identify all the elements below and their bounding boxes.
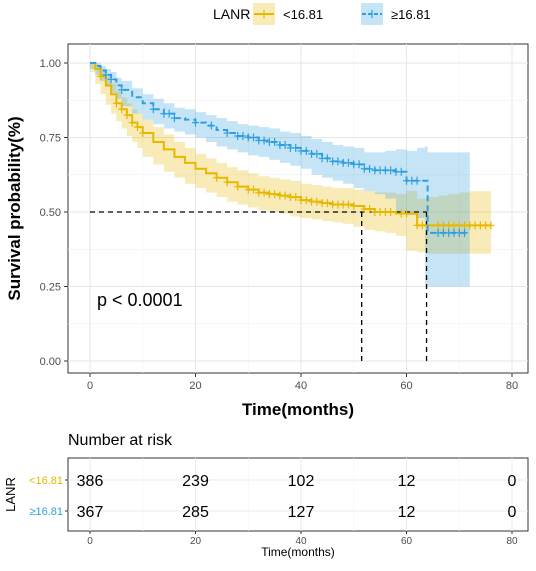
legend-label-low: <16.81 <box>283 7 323 22</box>
x-axis-title: Time(months) <box>242 400 354 419</box>
x-tick-label: 40 <box>295 380 307 392</box>
risk-table-panel <box>67 457 529 532</box>
x-tick-label: 80 <box>506 380 518 392</box>
risk-table-title: Number at risk <box>68 432 173 449</box>
y-tick-label: 0.75 <box>40 133 61 145</box>
risk-table-y-title: LANR <box>3 477 18 512</box>
risk-table-cell: 127 <box>288 504 315 521</box>
x-tick-label: 20 <box>189 380 201 392</box>
y-axis-title: Survival probability(%) <box>5 116 24 300</box>
risk-table-x-tick-label: 0 <box>87 536 93 547</box>
risk-table-cell: 285 <box>182 504 209 521</box>
risk-table-x-tick-label: 20 <box>190 536 202 547</box>
risk-table-cell: 0 <box>508 473 517 490</box>
x-tick-label: 60 <box>400 380 412 392</box>
y-tick-label: 1.00 <box>40 58 61 70</box>
risk-table-cell: 386 <box>77 473 104 490</box>
legend-label-high: ≥16.81 <box>391 7 431 22</box>
p-value-annotation: p < 0.0001 <box>97 290 183 310</box>
risk-table-cell: 12 <box>398 473 416 490</box>
risk-table-cell: 12 <box>398 504 416 521</box>
risk-table-cell: 367 <box>77 504 104 521</box>
x-tick-label: 0 <box>87 380 93 392</box>
y-tick-label: 0.25 <box>40 282 61 294</box>
plot-panel <box>67 43 529 374</box>
risk-table-x-tick-label: 60 <box>401 536 413 547</box>
y-tick-label: 0.50 <box>40 207 61 219</box>
y-tick-label: 0.00 <box>40 356 61 368</box>
risk-table-row-label: <16.81 <box>29 475 63 487</box>
risk-table-x-title: Time(months) <box>261 545 335 559</box>
risk-table-cell: 102 <box>288 473 315 490</box>
risk-table-cell: 239 <box>182 473 209 490</box>
legend-title: LANR <box>213 6 250 22</box>
risk-table-row-label: ≥16.81 <box>29 506 63 518</box>
ci-ribbon-low <box>90 63 491 254</box>
risk-table-x-tick-label: 40 <box>295 536 307 547</box>
risk-table-x-tick-label: 80 <box>506 536 518 547</box>
risk-table-cell: 0 <box>508 504 517 521</box>
